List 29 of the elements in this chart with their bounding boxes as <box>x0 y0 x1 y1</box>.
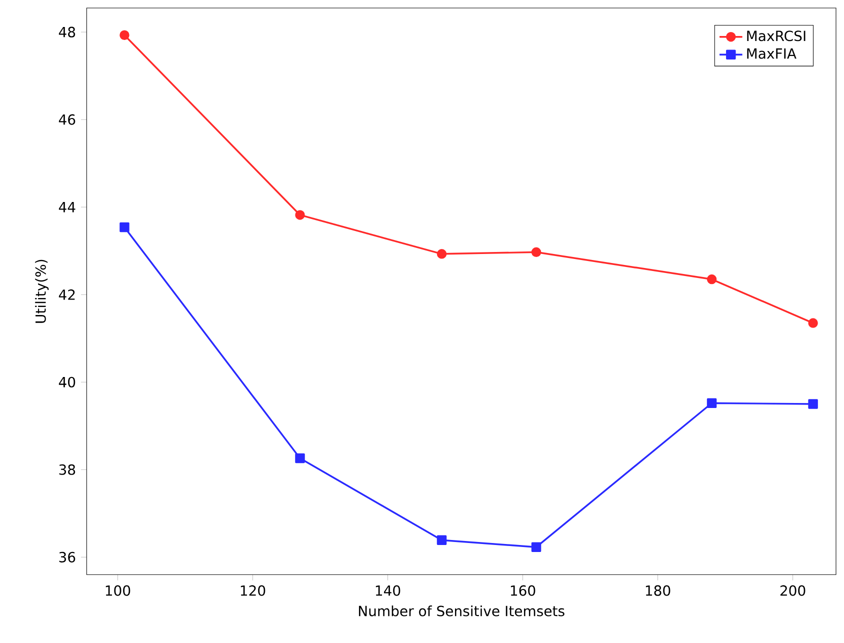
y-tick-label: 40 <box>58 377 76 388</box>
x-axis-title: Number of Sensitive Itemsets <box>358 606 564 616</box>
y-tick-label: 42 <box>58 290 75 300</box>
point <box>531 542 542 552</box>
point <box>808 318 818 328</box>
y-tick-label: 38 <box>59 464 76 476</box>
point <box>436 535 447 546</box>
point <box>531 247 542 258</box>
y-tick-label: 44 <box>58 202 76 212</box>
y-tick-label: 48 <box>58 26 76 38</box>
point <box>808 399 818 410</box>
x-tick-label: 140 <box>376 585 400 596</box>
x-tick-label: 100 <box>106 585 130 596</box>
point <box>120 222 130 232</box>
point <box>295 454 305 464</box>
point <box>436 249 447 259</box>
point <box>706 398 717 408</box>
point <box>706 274 717 284</box>
x-tick-label: 200 <box>780 585 806 596</box>
point <box>120 30 130 40</box>
y-axis-title: Utility(%) <box>35 260 49 323</box>
legend-label: MaxRCSI <box>747 30 806 42</box>
point <box>295 210 305 220</box>
x-tick-label: 160 <box>510 585 536 596</box>
y-tick-label: 36 <box>59 552 76 563</box>
y-tick-label: 46 <box>58 114 76 126</box>
x-tick-label: 120 <box>240 585 266 596</box>
legend-label: MaxFIA <box>747 48 796 59</box>
x-tick-label: 180 <box>646 585 670 596</box>
